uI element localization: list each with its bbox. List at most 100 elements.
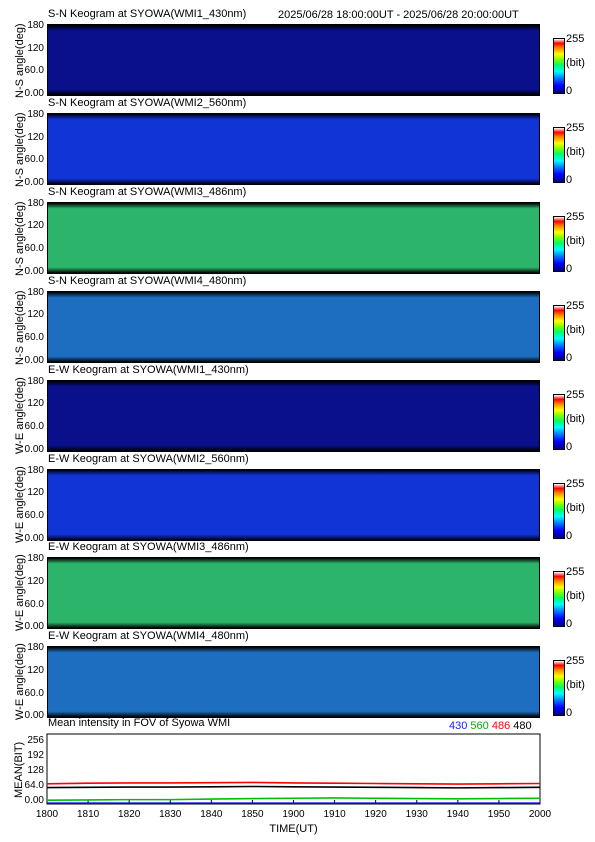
- colorbar-max: 255: [566, 121, 585, 134]
- angle-tick: 0.00: [24, 88, 44, 99]
- angle-tick: 0.00: [24, 532, 44, 544]
- colorbar-min: 0: [566, 262, 573, 275]
- colorbar: [553, 482, 565, 539]
- angle-tick: 60.0: [24, 332, 44, 344]
- colorbar-min: 0: [566, 529, 573, 542]
- keogram-image: [47, 112, 540, 185]
- colorbar-max: 255: [566, 655, 585, 668]
- angle-tick: 180: [27, 286, 44, 298]
- plot-frame: [46, 733, 541, 805]
- angle-tick: 120: [27, 220, 44, 232]
- legend-560: 560: [470, 720, 489, 732]
- y-axis-label: MEAN(BIT): [13, 742, 25, 798]
- angle-tick: 120: [27, 487, 44, 499]
- x-tick-label: 1910: [323, 809, 346, 820]
- colorbar-max: 255: [566, 566, 585, 579]
- angle-tick: 180: [27, 642, 44, 654]
- colorbar-max: 255: [566, 477, 585, 490]
- angle-tick: 120: [27, 309, 44, 321]
- colorbar: [553, 393, 565, 450]
- keogram-ylabel: W-E angle(deg): [14, 376, 26, 454]
- colorbar: [553, 660, 565, 717]
- keogram-title: E-W Keogram at SYOWA(WMI3_486nm): [48, 541, 249, 554]
- angle-tick: 120: [27, 131, 44, 143]
- colorbar-unit: (bit): [566, 323, 585, 336]
- angle-tick: 120: [27, 42, 44, 54]
- x-tick-label: 1950: [488, 809, 511, 820]
- legend-480: 480: [513, 720, 532, 732]
- y-tick-label: 256: [27, 735, 44, 746]
- angle-tick: 0.00: [24, 710, 44, 722]
- angle-tick: 60.0: [24, 420, 44, 432]
- x-tick-label: 1940: [447, 809, 470, 820]
- keogram-image: [47, 290, 540, 363]
- colorbar-unit: (bit): [566, 145, 585, 158]
- angle-tick: 0.00: [24, 176, 44, 188]
- legend: 430 560 486 480: [449, 720, 532, 732]
- colorbar-unit: (bit): [566, 412, 585, 425]
- colorbar-min: 0: [566, 618, 573, 631]
- colorbar-unit: (bit): [566, 501, 585, 514]
- keogram-ylabel: N-S angle(deg): [14, 112, 26, 187]
- y-tick-label: 0.00: [25, 795, 45, 806]
- angle-tick: 120: [27, 664, 44, 676]
- keogram-title: S-N Keogram at SYOWA(WMI3_486nm): [48, 185, 247, 198]
- angle-tick: 60.0: [24, 598, 44, 610]
- x-tick-label: 1900: [282, 809, 305, 820]
- keogram-title: S-N Keogram at SYOWA(WMI2_560nm): [48, 96, 247, 109]
- y-tick-label: 64.0: [25, 780, 45, 791]
- x-tick-label: 1830: [159, 809, 182, 820]
- legend-486: 486: [491, 720, 511, 732]
- x-tick-label: 1820: [118, 809, 141, 820]
- angle-tick: 180: [27, 464, 44, 476]
- keogram-image: [47, 557, 540, 630]
- angle-tick: 180: [27, 197, 44, 209]
- angle-tick: 60.0: [24, 243, 44, 255]
- angle-tick: 0.00: [24, 621, 44, 633]
- keogram-image: [47, 379, 540, 452]
- colorbar: [553, 38, 565, 94]
- keogram-image: [47, 24, 540, 96]
- angle-tick: 180: [27, 553, 44, 565]
- colorbar: [553, 126, 565, 183]
- angle-tick: 60.0: [24, 687, 44, 699]
- x-tick-label: 1850: [241, 809, 264, 820]
- angle-tick: 60.0: [24, 154, 44, 166]
- colorbar: [553, 571, 565, 628]
- chart-title: Mean intensity in FOV of Syowa WMI: [48, 717, 231, 729]
- x-tick-label: 2000: [529, 809, 552, 820]
- series-line-560: [46, 797, 541, 801]
- colorbar-unit: (bit): [566, 679, 585, 692]
- y-tick-label: 128: [27, 765, 44, 776]
- keogram-title: E-W Keogram at SYOWA(WMI1_430nm): [48, 363, 249, 376]
- series-line-486: [46, 781, 541, 785]
- keogram-ylabel: W-E angle(deg): [14, 465, 26, 543]
- keogram-ylabel: N-S angle(deg): [14, 290, 26, 365]
- angle-tick: 120: [27, 576, 44, 588]
- legend-430: 430: [449, 720, 468, 732]
- colorbar-unit: (bit): [566, 57, 585, 69]
- colorbar-min: 0: [566, 85, 573, 97]
- x-tick-label: 1810: [77, 809, 100, 820]
- colorbar: [553, 304, 565, 361]
- keogram-ylabel: N-S angle(deg): [14, 201, 26, 276]
- colorbar-min: 0: [566, 173, 573, 186]
- angle-tick: 0.00: [24, 443, 44, 455]
- keogram-ylabel: N-S angle(deg): [14, 23, 26, 98]
- colorbar-min: 0: [566, 707, 573, 720]
- colorbar-unit: (bit): [566, 234, 585, 247]
- angle-tick: 60.0: [24, 65, 44, 77]
- keogram-title: S-N Keogram at SYOWA(WMI1_430nm): [48, 8, 247, 20]
- keogram-title: S-N Keogram at SYOWA(WMI4_480nm): [48, 274, 247, 287]
- angle-tick: 180: [27, 375, 44, 387]
- keogram-ylabel: W-E angle(deg): [14, 554, 26, 632]
- keogram-image: [47, 646, 540, 719]
- angle-tick: 120: [27, 398, 44, 410]
- colorbar-min: 0: [566, 440, 573, 453]
- angle-tick: 0.00: [24, 354, 44, 366]
- angle-tick: 180: [27, 108, 44, 120]
- colorbar-min: 0: [566, 351, 573, 364]
- x-tick-label: 1840: [200, 809, 223, 820]
- colorbar-max: 255: [566, 388, 585, 401]
- x-axis-label: TIME(UT): [269, 823, 317, 835]
